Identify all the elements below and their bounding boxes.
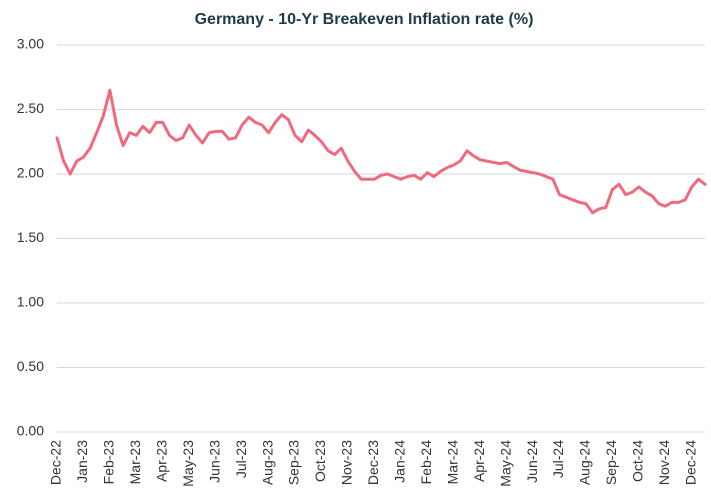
x-tick-label: Jun-24 (524, 440, 540, 483)
x-tick-label: Oct-23 (312, 440, 328, 482)
y-tick-label: 3.00 (17, 36, 44, 52)
x-tick-label: Feb-24 (418, 440, 434, 485)
y-tick-label: 1.50 (17, 229, 44, 245)
y-tick-label: 2.50 (17, 100, 44, 116)
y-tick-label: 1.00 (17, 294, 44, 310)
line (55, 88, 707, 215)
x-tick-label: Jul-23 (233, 440, 249, 478)
x-tick-label: May-23 (180, 440, 196, 487)
x-tick-label: Dec-24 (682, 440, 698, 485)
x-tick-label: Apr-24 (471, 440, 487, 482)
y-tick-label: 2.00 (17, 165, 44, 181)
x-tick-label: Jul-24 (550, 440, 566, 478)
x-tick-label: Sep-23 (286, 440, 302, 485)
x-tick-label: Apr-23 (153, 440, 169, 482)
x-tick-label: Aug-23 (259, 440, 275, 485)
y-tick-label: 0.50 (17, 358, 44, 374)
x-tick-label: May-24 (497, 440, 513, 487)
x-tick-label: Nov-23 (339, 440, 355, 485)
x-tick-label: Dec-22 (48, 440, 64, 485)
x-tick-label: Dec-23 (365, 440, 381, 485)
x-tick-label: Mar-23 (127, 440, 143, 485)
x-tick-label: Aug-24 (577, 440, 593, 485)
x-tick-label: Sep-24 (603, 440, 619, 485)
chart-title: Germany - 10-Yr Breakeven Inflation rate… (195, 11, 534, 28)
x-tick-label: Oct-24 (630, 440, 646, 482)
x-tick-label: Mar-24 (444, 440, 460, 485)
x-tick-label: Jun-23 (206, 440, 222, 483)
x-tick-label: Jan-24 (392, 440, 408, 483)
x-tick-label: Nov-24 (656, 440, 672, 485)
x-tick-label: Jan-23 (74, 440, 90, 483)
x-tick-label: Feb-23 (101, 440, 117, 485)
y-tick-label: 0.00 (17, 423, 44, 439)
